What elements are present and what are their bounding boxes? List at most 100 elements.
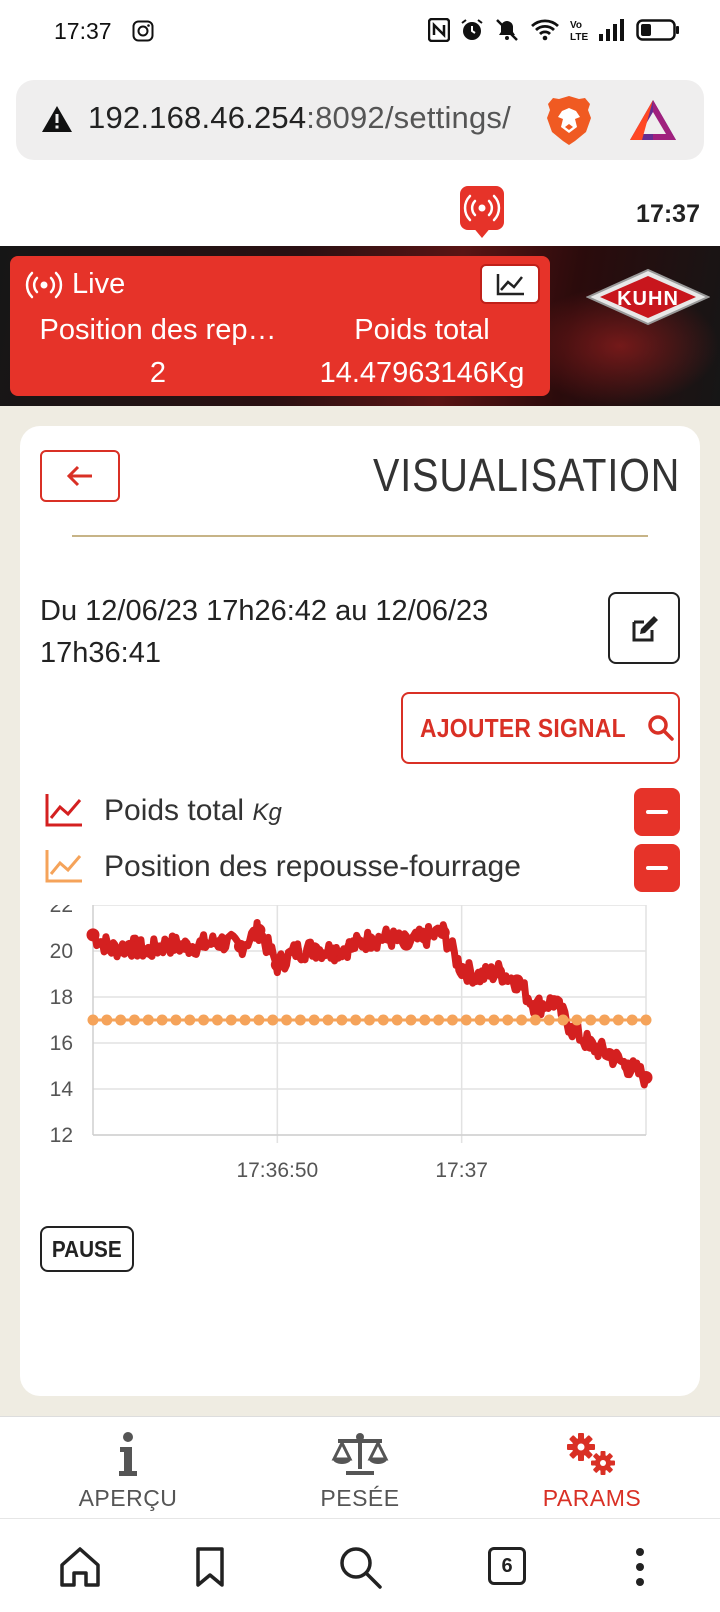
series-point (141, 944, 155, 958)
add-signal-button[interactable]: AJOUTER SIGNAL (401, 692, 680, 764)
gears-icon (567, 1433, 615, 1475)
series-point (104, 942, 118, 956)
series-point (377, 1014, 389, 1026)
series-point (363, 933, 376, 946)
home-icon[interactable] (56, 1543, 104, 1591)
address-bar[interactable]: 192.168.46.254:8092/settings/ (16, 80, 704, 160)
series-point (350, 1014, 362, 1026)
series-point (455, 962, 469, 976)
brave-shield-icon[interactable] (544, 94, 594, 148)
chart-line-icon (45, 794, 82, 827)
back-button[interactable] (40, 450, 120, 502)
title-divider (72, 535, 648, 537)
series-point (178, 939, 192, 953)
series-point (326, 944, 340, 958)
broadcast-icon (25, 271, 63, 298)
y-tick-label: 12 (50, 1124, 73, 1147)
tab-count: 6 (488, 1547, 526, 1585)
series-point (446, 1014, 458, 1026)
info-icon (119, 1432, 137, 1476)
live-pin-pointer (472, 226, 492, 238)
nav-pesee[interactable]: PESÉE (240, 1417, 480, 1517)
series-point (322, 1014, 334, 1026)
live-label: Live (72, 268, 126, 300)
url-host: 192.168.46.254 (88, 100, 307, 135)
nfc-icon (428, 18, 450, 42)
pause-button[interactable]: PAUSE (40, 1226, 134, 1272)
signal-unit: Kg (252, 799, 282, 826)
nav-params[interactable]: PARAMS (472, 1417, 712, 1517)
remove-signal-button[interactable] (634, 844, 680, 892)
signal-row: Position des repousse-fourrage (40, 844, 680, 892)
kuhn-logo: KUHN (586, 268, 710, 326)
signal-row: Poids total Kg (40, 788, 680, 836)
more-menu-icon[interactable] (616, 1543, 664, 1591)
nav-label: PARAMS (542, 1485, 642, 1511)
series-point (252, 923, 266, 937)
nav-label: APERÇU (78, 1485, 178, 1511)
live-col-name: Position des rep… (39, 314, 277, 346)
signal-name: Poids total (104, 794, 245, 827)
series-point (640, 1014, 652, 1026)
battery-icon (636, 19, 679, 41)
warning-icon[interactable] (40, 104, 74, 134)
edit-icon (632, 616, 658, 642)
series-point (391, 1014, 403, 1026)
live-chart-button[interactable] (480, 264, 540, 304)
series-point (436, 926, 450, 940)
live-toggle-button[interactable] (460, 186, 504, 230)
series-line (91, 919, 650, 1089)
series-point (433, 1014, 445, 1026)
y-tick-label: 16 (50, 1032, 73, 1055)
series-point (502, 1014, 514, 1026)
series-point (510, 974, 524, 988)
series-point (474, 1014, 486, 1026)
series-point (639, 1071, 653, 1084)
series-point (123, 939, 137, 953)
scale-icon (331, 1433, 389, 1475)
app-bottom-nav: APERÇU PESÉE PARAMS (0, 1416, 720, 1516)
search-icon[interactable] (336, 1543, 384, 1591)
series-point (516, 1014, 528, 1026)
series-point (571, 1014, 583, 1026)
remove-signal-button[interactable] (634, 788, 680, 836)
y-tick-label: 22 (50, 905, 73, 917)
bookmark-icon[interactable] (186, 1543, 234, 1591)
nav-apercu[interactable]: APERÇU (8, 1417, 248, 1517)
series-point (418, 930, 432, 944)
edit-date-button[interactable] (608, 592, 680, 664)
series-point (115, 1014, 127, 1026)
series-point (529, 1014, 541, 1026)
browser-toolbar: 6 (0, 1518, 720, 1612)
series-point (599, 1014, 611, 1026)
live-values-card: Live Position des rep… 2 Poids total 14.… (10, 256, 550, 396)
series-point (344, 939, 358, 953)
status-bar: 17:37 Vo LTE (0, 0, 720, 64)
arrow-left-icon (66, 465, 92, 487)
series-point (87, 1014, 99, 1026)
tabs-button[interactable]: 6 (484, 1543, 532, 1591)
broadcast-icon (463, 194, 501, 222)
series-point (215, 935, 229, 949)
series-point (253, 1014, 265, 1026)
series-point (528, 999, 542, 1013)
live-col-value: 14.47963146Kg (319, 357, 525, 389)
x-tick-label: 17:37 (435, 1159, 488, 1182)
search-icon (648, 715, 675, 741)
series-point (460, 1014, 472, 1026)
series-point (142, 1014, 154, 1026)
series-point (364, 1014, 375, 1026)
url-text[interactable]: 192.168.46.254:8092/settings/ (88, 100, 540, 136)
header-clock: 17:37 (636, 200, 700, 228)
series-point (156, 1014, 168, 1026)
signal-name: Position des repousse-fourrage (104, 850, 521, 883)
series-point (547, 995, 561, 1009)
signal-chart[interactable]: 12 14 16 18 20 22 17:36:50 17:37 (30, 894, 690, 1225)
series-point (86, 928, 100, 942)
mute-icon (496, 19, 518, 41)
series-point (381, 930, 395, 944)
alarm-icon (461, 19, 483, 40)
series-point (198, 1014, 210, 1026)
brave-rewards-icon[interactable] (628, 98, 678, 142)
